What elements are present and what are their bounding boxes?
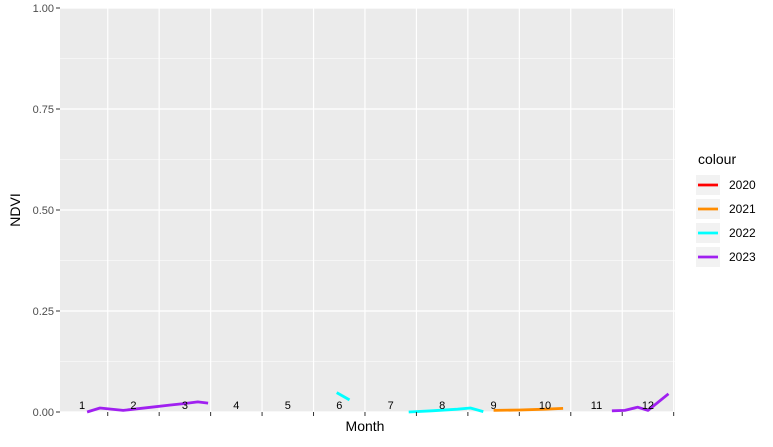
month-label-12: 12 (642, 400, 654, 412)
month-label-7: 7 (388, 400, 394, 412)
y-tick-label: 0.50 (33, 205, 54, 217)
legend: colour 2020 2021 2022 2023 (696, 151, 756, 267)
y-axis-title: NDVI (7, 193, 23, 226)
legend-title: colour (698, 151, 736, 167)
month-label-10: 10 (539, 400, 551, 412)
month-label-6: 6 (336, 400, 342, 412)
month-label-5: 5 (285, 400, 291, 412)
series-line-2022-2 (408, 406, 484, 414)
x-axis-title: Month (346, 418, 385, 434)
y-tick-label: 0.75 (33, 104, 54, 116)
legend-label-2022: 2022 (729, 226, 756, 240)
series-layer (86, 391, 670, 414)
axis-layer: 0.00 0.25 0.50 0.75 1.00 (33, 3, 675, 419)
month-label-3: 3 (182, 400, 188, 412)
legend-label-2020: 2020 (729, 178, 756, 192)
series-line-2022-1 (336, 391, 351, 402)
legend-label-2021: 2021 (729, 202, 756, 216)
y-tick-label: 1.00 (33, 3, 54, 15)
y-tick-label: 0.25 (33, 306, 54, 318)
series-line-2023-2 (611, 392, 670, 413)
month-label-11: 11 (591, 400, 602, 412)
grid-layer (60, 7, 675, 413)
month-label-1: 1 (79, 400, 85, 412)
legend-label-2023: 2023 (729, 250, 756, 264)
month-label-9: 9 (491, 400, 497, 412)
month-label-layer: 1 2 3 4 5 6 7 8 9 10 11 12 (79, 400, 654, 412)
y-tick-label: 0.00 (33, 407, 54, 419)
month-label-4: 4 (233, 400, 239, 412)
series-line-2023-1 (86, 400, 209, 414)
month-label-2: 2 (130, 400, 136, 412)
series-line-2021-1 (493, 407, 564, 412)
month-label-8: 8 (439, 400, 445, 412)
